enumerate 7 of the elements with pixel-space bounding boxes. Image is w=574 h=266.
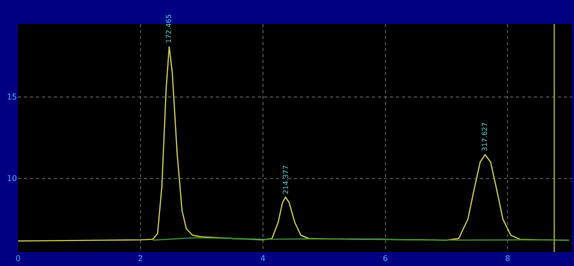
y-tick-label: 10: [6, 174, 17, 184]
y-tick-label: 15: [6, 92, 17, 102]
x-tick-label: 6: [382, 254, 388, 263]
x-tick-label: 2: [138, 254, 143, 263]
x-tick-label: 8: [505, 254, 510, 263]
x-tick-label: 0: [15, 254, 21, 263]
x-tick-label: 4: [260, 254, 266, 263]
